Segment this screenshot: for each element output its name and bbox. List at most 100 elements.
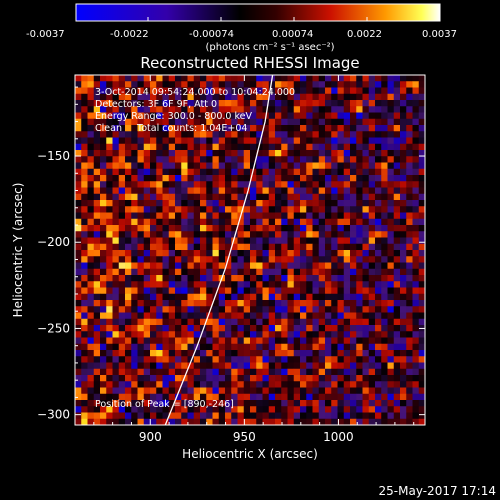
heatmap-cell [212, 356, 220, 363]
heatmap-cell [387, 193, 395, 201]
heatmap-cell [206, 412, 213, 420]
heatmap-cell [400, 375, 407, 382]
heatmap-cell [387, 75, 395, 82]
heatmap-cell [331, 200, 338, 207]
heatmap-cell [93, 125, 101, 132]
heatmap-cell [256, 343, 263, 351]
heatmap-cell [237, 400, 245, 407]
heatmap-cell [406, 181, 413, 188]
heatmap-cell [281, 112, 288, 120]
heatmap-cell [250, 412, 257, 420]
heatmap-cell [306, 262, 313, 270]
heatmap-cell [131, 293, 138, 301]
heatmap-cell [331, 381, 338, 388]
heatmap-cell [193, 250, 201, 257]
heatmap-cell [418, 187, 425, 195]
heatmap-cell [112, 293, 120, 301]
heatmap-cell [287, 262, 295, 270]
heatmap-cell [318, 262, 326, 270]
heatmap-cell [181, 256, 188, 263]
heatmap-cell [81, 337, 88, 345]
heatmap-cell [362, 106, 370, 113]
heatmap-cell [375, 106, 382, 113]
heatmap-cell [243, 137, 251, 145]
heatmap-cell [300, 212, 307, 220]
heatmap-cell [325, 175, 332, 182]
heatmap-cell [168, 350, 176, 357]
heatmap-cell [325, 250, 332, 257]
heatmap-cell [87, 375, 95, 382]
colorbar-tick-label-5: 0.0037 [422, 29, 457, 40]
heatmap-cell [106, 106, 113, 113]
heatmap-cell [218, 206, 226, 213]
heatmap-cell [325, 262, 332, 270]
heatmap-cell [281, 256, 288, 263]
heatmap-cell [318, 93, 326, 101]
heatmap-cell [300, 256, 307, 263]
heatmap-cell [337, 418, 345, 425]
heatmap-cell [343, 306, 351, 313]
heatmap-cell [231, 100, 238, 107]
heatmap-cell [325, 293, 332, 301]
heatmap-cell [368, 275, 376, 282]
heatmap-cell [237, 187, 245, 195]
heatmap-cell [262, 156, 270, 163]
heatmap-cell [293, 100, 301, 107]
heatmap-cell [387, 268, 395, 276]
heatmap-cell [225, 318, 232, 326]
heatmap-cell [75, 387, 82, 395]
heatmap-cell [231, 268, 238, 276]
heatmap-cell [225, 125, 232, 132]
heatmap-cell [231, 343, 238, 351]
heatmap-cell [187, 218, 195, 226]
heatmap-cell [325, 131, 332, 138]
heatmap-cell [256, 375, 263, 382]
heatmap-cell [287, 181, 295, 188]
heatmap-cell [300, 193, 307, 201]
heatmap-cell [100, 118, 107, 126]
heatmap-cell [187, 156, 195, 163]
heatmap-cell [218, 400, 226, 407]
heatmap-cell [343, 93, 351, 101]
heatmap-cell [75, 368, 82, 376]
heatmap-cell [287, 243, 295, 251]
heatmap-cell [412, 187, 420, 195]
heatmap-cell [231, 87, 238, 95]
heatmap-cell [150, 81, 157, 88]
heatmap-cell [137, 293, 145, 301]
heatmap-cell [256, 112, 263, 120]
heatmap-cell [331, 87, 338, 95]
heatmap-cell [293, 362, 301, 370]
heatmap-cell [162, 93, 170, 101]
heatmap-cell [412, 206, 420, 213]
heatmap-cell [381, 206, 388, 213]
heatmap-cell [206, 231, 213, 238]
heatmap-cell [181, 337, 188, 345]
heatmap-cell [412, 268, 420, 276]
heatmap-cell [218, 387, 226, 395]
heatmap-cell [118, 156, 126, 163]
heatmap-cell [175, 387, 182, 395]
heatmap-cell [387, 100, 395, 107]
heatmap-cell [118, 237, 126, 245]
heatmap-cell [381, 300, 388, 307]
heatmap-cell [293, 168, 301, 176]
heatmap-cell [262, 256, 270, 263]
heatmap-cell [343, 381, 351, 388]
heatmap-cell [275, 268, 282, 276]
heatmap-cell [362, 231, 370, 238]
heatmap-cell [287, 406, 295, 413]
heatmap-cell [268, 337, 276, 345]
heatmap-cell [118, 318, 126, 326]
heatmap-cell [337, 212, 345, 220]
heatmap-cell [81, 212, 88, 220]
heatmap-cell [81, 306, 88, 313]
heatmap-cell [343, 100, 351, 107]
heatmap-cell [162, 312, 170, 320]
heatmap-cell [418, 312, 425, 320]
heatmap-cell [262, 168, 270, 176]
heatmap-cell [93, 356, 101, 363]
heatmap-cell [168, 287, 176, 295]
heatmap-cell [125, 137, 132, 145]
heatmap-cell [156, 81, 163, 88]
